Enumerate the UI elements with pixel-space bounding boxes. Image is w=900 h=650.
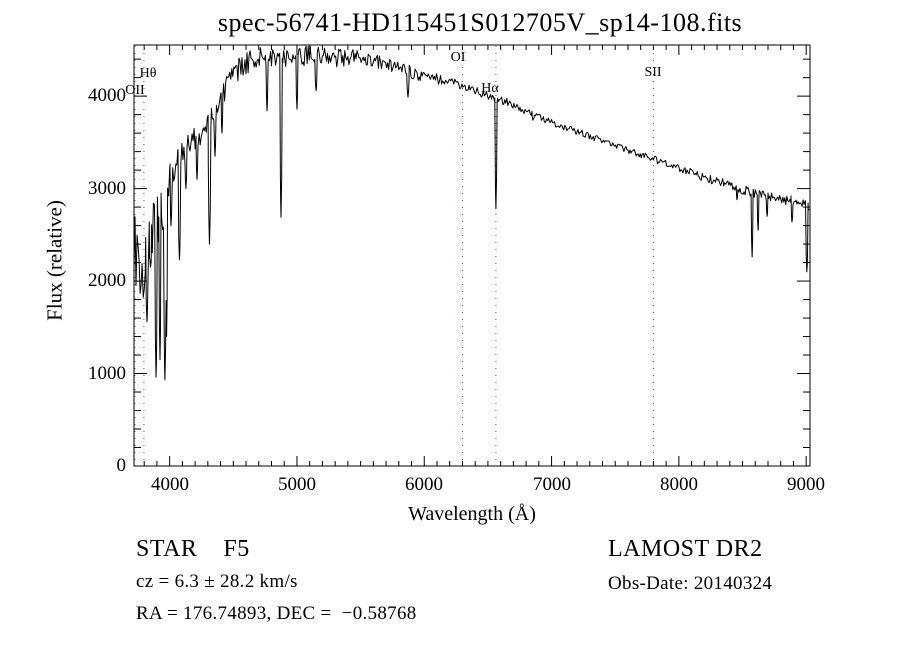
y-tick-label: 4000 (88, 85, 126, 106)
survey-text: LAMOST DR2 (608, 536, 763, 562)
x-tick-label: 6000 (405, 474, 443, 495)
y-axis-label: Flux (relative) (42, 200, 67, 321)
cz-text: cz = 6.3 ± 28.2 km/s (136, 571, 298, 592)
y-tick-label: 3000 (88, 178, 126, 199)
x-axis-label: Wavelength (Å) (408, 503, 536, 525)
y-tick-label: 2000 (88, 270, 126, 291)
plot-title: spec-56741-HD115451S012705V_sp14-108.fit… (217, 8, 743, 37)
x-tick-label: 5000 (278, 474, 316, 495)
spectral-line-label-SII: SII (644, 65, 662, 80)
y-tick-label: 0 (116, 455, 127, 476)
star-class-text: STAR F5 (136, 536, 250, 562)
spectrum-curve (133, 45, 810, 381)
x-tick-label: 9000 (787, 474, 825, 495)
x-tick-label: 4000 (151, 474, 189, 495)
spectral-line-label-OII: OII (125, 83, 145, 98)
obs-date-text: Obs-Date: 20140324 (608, 573, 773, 594)
plot-frame (133, 44, 811, 467)
spectral-line-label-Hθ: Hθ (139, 66, 157, 81)
x-tick-label: 8000 (660, 474, 698, 495)
axis-ticks (134, 45, 810, 467)
x-tick-label: 7000 (533, 474, 571, 495)
y-tick-label: 1000 (88, 363, 126, 384)
spectral-line-label-OI: OI (450, 50, 466, 65)
radec-text: RA = 176.74893, DEC = −0.58768 (136, 603, 417, 624)
spectral-line-label-Hα: Hα (481, 81, 499, 96)
